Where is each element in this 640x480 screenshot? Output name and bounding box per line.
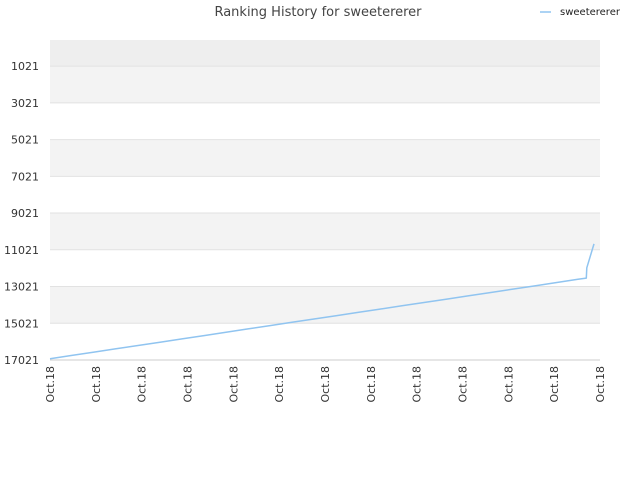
x-tick-label: Oct.18 [457,366,470,403]
plot-band [50,66,600,103]
x-tick-label: Oct.18 [44,366,57,403]
x-tick-label: Oct.18 [502,366,515,403]
y-tick-label: 5021 [11,134,39,147]
y-tick-label: 13021 [4,281,39,294]
x-tick-label: Oct.18 [136,366,149,403]
plot-band [50,176,600,214]
y-tick-label: 11021 [4,244,39,257]
x-tick-label: Oct.18 [90,366,103,403]
plot-band [50,102,600,140]
plot-band [50,139,600,177]
x-tick-label: Oct.18 [411,366,424,403]
plot-band [50,213,600,250]
plot-band [50,249,600,287]
x-tick-label: Oct.18 [548,366,561,403]
plot-band [50,323,600,360]
series-layer [49,243,595,360]
x-axis-ticks: Oct.18 Oct.18 Oct.18 Oct.18 Oct.18 Oct.18 Oct.… [44,366,607,403]
x-tick-label: Oct.18 [594,366,607,403]
y-tick-label: 9021 [11,207,39,220]
y-tick-label: 3021 [11,97,39,110]
x-tick-label: Oct.18 [319,366,332,403]
plot-band [50,40,600,67]
x-tick-label: Oct.18 [273,366,286,403]
x-tick-label: Oct.18 [227,366,240,403]
x-tick-label: Oct.18 [182,366,195,403]
legend[interactable]: sweetererer [540,7,621,18]
y-tick-label: 15021 [4,317,39,330]
y-tick-label: 1021 [11,60,39,73]
y-axis-ticks: 1021 3021 5021 7021 9021 11021 13021 15021 17021 [4,60,39,367]
plot-bands [50,40,600,360]
x-tick-label: Oct.18 [365,366,378,403]
y-tick-label: 7021 [11,170,39,183]
legend-label-sweetererer: sweetererer [560,7,621,18]
chart-title: Ranking History for sweetererer [214,5,422,20]
series-line-sweetererer [49,243,595,360]
y-tick-label: 17021 [4,354,39,367]
